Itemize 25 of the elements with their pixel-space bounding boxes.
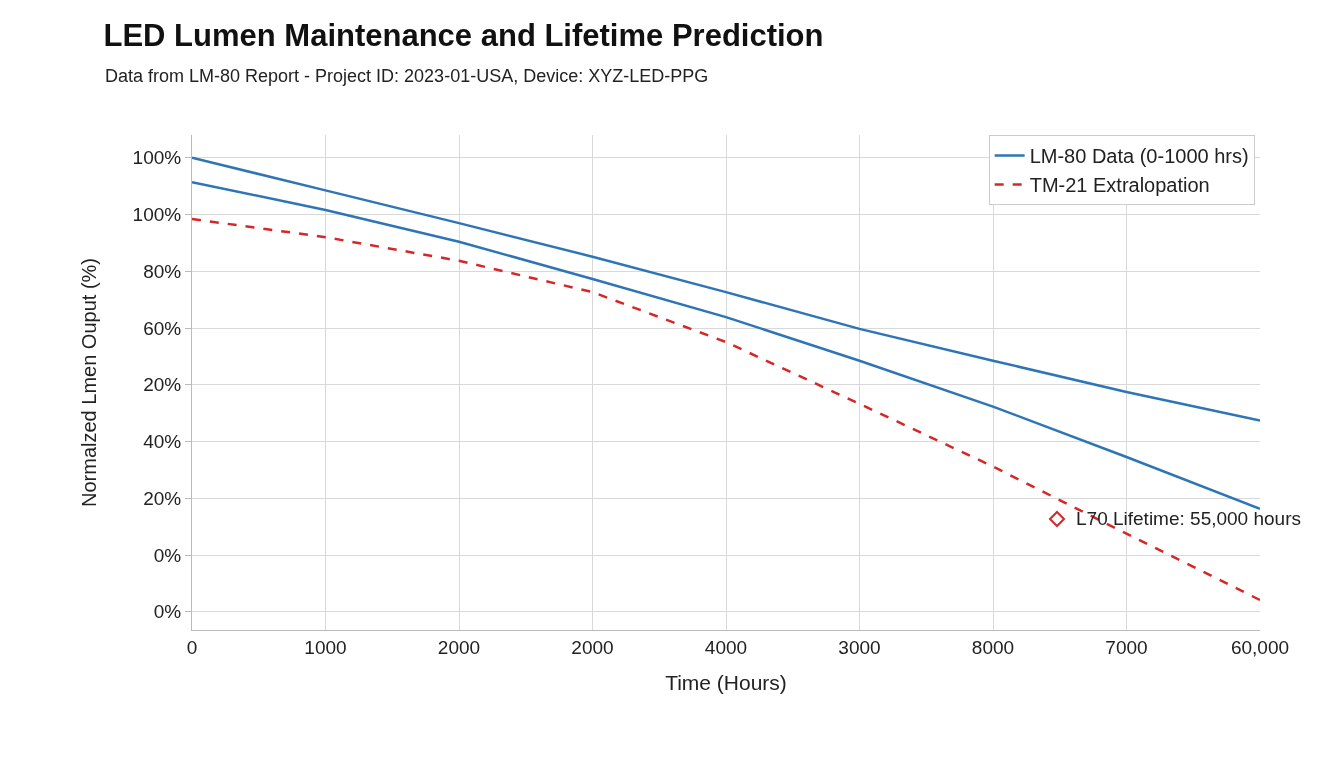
text: 100% — [132, 147, 182, 169]
x-tick-label: 1000 — [304, 636, 347, 658]
chart-title: LED Lumen Maintenance and Lifetime Prediction — [103, 18, 824, 54]
legend-label: TM-21 Extralopation — [1029, 174, 1210, 197]
x-tick-label: 2000 — [437, 636, 481, 658]
text: 0% — [153, 601, 182, 623]
x-axis-title: Time (Hours) — [665, 671, 787, 694]
legend-label: LM-80 Data (0-1000 hrs) — [1029, 145, 1249, 168]
text: 100% — [132, 204, 182, 226]
text: 40% — [143, 431, 182, 453]
x-tick-label: 0 — [186, 636, 198, 658]
x-tick-label: 4000 — [704, 636, 748, 658]
x-tick-label: 60,000 — [1230, 636, 1290, 658]
text: 80% — [143, 260, 182, 282]
y-axis-title: Normalzed Lmen Ouput (%) — [78, 258, 101, 507]
chart-subtitle: Data from LM-80 Report - Project ID: 2023-01-USA, Device: XYZ-LED-PPG — [105, 66, 709, 86]
text: 60% — [143, 317, 182, 339]
text: 20% — [143, 487, 182, 509]
x-tick-label: 7000 — [1105, 636, 1148, 658]
x-tick-label: 2000 — [571, 636, 614, 658]
annotation: L70 Lifetime: 55,000 hours — [1076, 508, 1301, 529]
text: 20% — [143, 374, 182, 396]
x-tick-label: 8000 — [971, 636, 1015, 658]
x-tick-label: 3000 — [838, 636, 881, 658]
text: 0% — [153, 544, 182, 566]
